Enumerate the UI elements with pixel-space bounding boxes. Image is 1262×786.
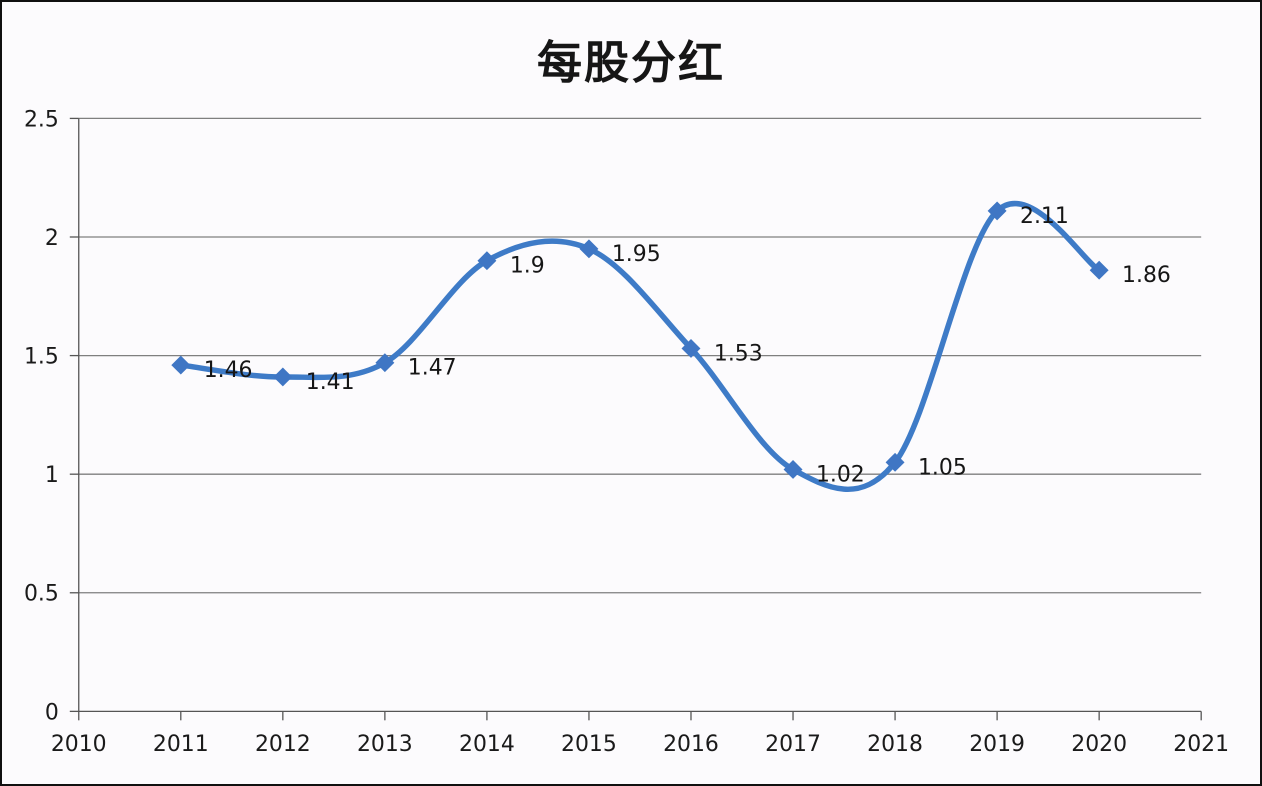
- marker-2020: [1089, 260, 1109, 280]
- x-tick-label-2018: 2018: [867, 732, 923, 757]
- data-label-2012: 1.41: [306, 370, 355, 395]
- x-tick-label-2014: 2014: [459, 732, 515, 757]
- marker-2015: [579, 239, 599, 259]
- data-label-2011: 1.46: [204, 358, 253, 383]
- x-tick-label-2011: 2011: [153, 732, 209, 757]
- marker-2018: [885, 452, 905, 472]
- y-tick-label-0: 0: [45, 700, 59, 725]
- chart-title: 每股分红: [536, 36, 725, 89]
- series-line: [178, 200, 1102, 492]
- y-tick-label-1: 1: [45, 463, 59, 488]
- x-tick-label-2021: 2021: [1173, 732, 1229, 757]
- marker-2012: [273, 367, 293, 387]
- y-tick-label-2: 2: [45, 226, 59, 251]
- data-label-2013: 1.47: [408, 356, 457, 381]
- marker-2011: [171, 355, 191, 375]
- data-label-2017: 1.02: [816, 462, 865, 487]
- marker-2019: [987, 201, 1007, 221]
- y-tick-label-0.5: 0.5: [24, 582, 59, 607]
- data-label-2016: 1.53: [714, 341, 763, 366]
- x-tick-label-2020: 2020: [1071, 732, 1127, 757]
- data-label-2019: 2.11: [1020, 204, 1069, 229]
- x-tick-label-2017: 2017: [765, 732, 821, 757]
- data-label-2014: 1.9: [510, 254, 545, 279]
- data-label-2020: 1.86: [1122, 263, 1171, 288]
- marker-2013: [375, 353, 395, 373]
- x-tick-label-2010: 2010: [51, 732, 107, 757]
- marker-2016: [681, 339, 701, 358]
- x-tick-label-2019: 2019: [969, 732, 1025, 757]
- y-tick-label-2.5: 2.5: [24, 107, 59, 132]
- data-label-2015: 1.95: [612, 242, 661, 267]
- x-tick-label-2016: 2016: [663, 732, 719, 757]
- marker-2014: [477, 251, 497, 271]
- x-tick-label-2013: 2013: [357, 732, 413, 757]
- data-label-2018: 1.05: [918, 455, 967, 480]
- y-tick-label-1.5: 1.5: [24, 345, 59, 370]
- x-tick-label-2012: 2012: [255, 732, 311, 757]
- x-tick-label-2015: 2015: [561, 732, 617, 757]
